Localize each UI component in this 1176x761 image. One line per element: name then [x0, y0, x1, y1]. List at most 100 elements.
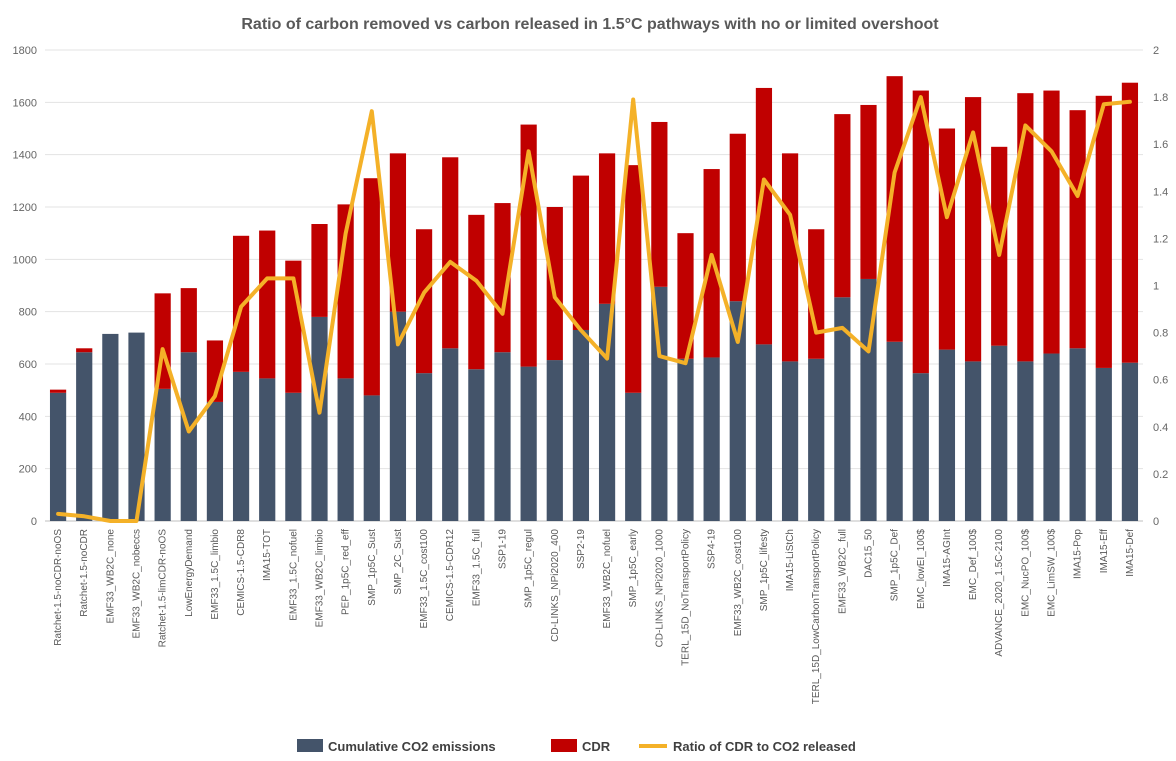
ratio-point: [736, 340, 740, 344]
x-tick-label: EMF33_WB2C_none: [105, 529, 116, 624]
bar-cdr: [259, 230, 276, 379]
ratio-point: [893, 170, 897, 174]
bar-co2-emissions: [442, 348, 459, 521]
bar-cdr: [912, 90, 929, 374]
bar-co2-emissions: [598, 303, 616, 521]
ratio-point: [657, 354, 661, 358]
ratio-line-path: [56, 95, 1132, 523]
bar-co2-emissions: [625, 392, 642, 521]
bar-cdr: [964, 97, 982, 362]
bar-cdr: [442, 157, 459, 349]
x-tick-label: IMA15-AGInt: [942, 529, 953, 587]
y-tick-label: 200: [19, 464, 37, 476]
bar-co2-emissions: [808, 358, 825, 521]
x-tick-label: CD-LINKS_NPi2020_400: [550, 529, 561, 642]
y-tick-label: 1800: [13, 45, 37, 57]
bar-co2-emissions: [76, 352, 93, 521]
bar-co2-emissions: [1069, 348, 1086, 521]
x-tick-label: IMA15-LiStCh: [785, 529, 796, 591]
legend-swatch-co2: [297, 739, 323, 752]
ratio-point: [291, 276, 295, 280]
x-tick-label: SSP4-19: [707, 529, 718, 569]
bar-cdr: [598, 153, 616, 304]
y2-tick-label: 1.2: [1153, 233, 1168, 245]
chart-title: Ratio of carbon removed vs carbon releas…: [241, 16, 939, 33]
bar-co2-emissions: [729, 301, 746, 521]
bar-cdr: [363, 178, 380, 396]
ratio-point: [762, 178, 766, 182]
x-tick-label: Ratchet-1.5-noCDR: [79, 529, 90, 617]
bar-cdr: [729, 133, 746, 302]
x-tick-label: IMA15-TOT: [262, 529, 273, 581]
ratio-point: [501, 312, 504, 316]
x-tick-label: Ratchet-1.5-limCDR-noOS: [158, 529, 169, 648]
y2-tick-label: 1.4: [1153, 186, 1168, 198]
x-tick-label: Ratchet-1.5-noCDR-noOS: [53, 529, 64, 646]
x-tick-label: EMC_Def_100$: [968, 529, 979, 601]
ratio-point: [448, 260, 452, 264]
bar-co2-emissions: [912, 373, 929, 521]
bar-cdr: [494, 203, 511, 353]
x-tick-label: LowEnergyDemand: [184, 529, 195, 617]
x-tick-label: EMF33_WB2C_full: [837, 529, 848, 614]
x-tick-label: CD-LINKS_NPi2020_1000: [654, 529, 665, 648]
x-tick-label: ADVANCE_2020_1.5C-2100: [994, 529, 1005, 657]
ratio-point: [344, 232, 348, 236]
bar-cdr: [860, 104, 877, 279]
x-tick-label: EMF33_1.5C_nofuel: [288, 529, 299, 621]
bar-co2-emissions: [285, 392, 302, 521]
x-tick-label: EMF33_WB2C_nobeccs: [132, 529, 143, 639]
x-tick-label: EMC_LimSW_100$: [1047, 529, 1058, 617]
bar-cdr: [468, 214, 485, 370]
bar-co2-emissions: [1043, 353, 1060, 521]
ratio-point: [684, 361, 687, 365]
legend-label-cdr: CDR: [582, 739, 611, 754]
bar-cdr: [1017, 93, 1034, 362]
y2-tick-label: 0: [1153, 516, 1159, 528]
ratio-point: [945, 215, 949, 219]
x-tick-label: CEMICS-1.5-CDR12: [445, 529, 456, 622]
bar-cdr: [49, 389, 67, 393]
ratio-point: [82, 514, 86, 518]
legend: Cumulative CO2 emissions CDR Ratio of CD…: [297, 739, 856, 754]
x-tick-label: EMC_lowEI_100$: [916, 529, 927, 609]
x-tick-label: TERL_15D_NoTransportPolicy: [681, 529, 692, 666]
ratio-point: [840, 326, 844, 330]
ratio-point: [919, 95, 923, 99]
legend-swatch-cdr: [551, 739, 577, 752]
bar-co2-emissions: [520, 366, 537, 521]
y-tick-label: 0: [31, 516, 37, 528]
ratio-point: [527, 149, 531, 153]
bar-cdr: [572, 175, 590, 330]
bar-cdr: [781, 153, 799, 362]
bar-co2-emissions: [1095, 367, 1112, 521]
bar-cdr: [76, 348, 93, 353]
ratio-point: [396, 342, 400, 346]
bar-co2-emissions: [49, 392, 67, 521]
x-tick-label: SSP2-19: [576, 529, 587, 569]
bar-cdr: [677, 233, 694, 359]
ratio-point: [56, 512, 60, 516]
x-tick-label: SMP_1p5C_lifesty: [759, 529, 770, 611]
x-tick-label: IMA15-Def: [1125, 529, 1136, 577]
ratio-point: [1128, 100, 1132, 104]
y2-tick-label: 0.8: [1153, 328, 1168, 340]
x-tick-label: EMF33_WB2C_nofuel: [602, 529, 613, 629]
legend-label-co2: Cumulative CO2 emissions: [328, 739, 496, 754]
ratio-point: [788, 213, 792, 217]
y-tick-label: 400: [19, 411, 37, 423]
ratio-point: [710, 253, 714, 257]
y-axis-left: 0 200 400 600 800 1000 1200 1400 1600 1800: [13, 45, 37, 528]
y2-tick-label: 1: [1153, 281, 1159, 293]
ratio-point: [318, 411, 321, 415]
bar-co2-emissions: [651, 286, 668, 521]
bar-co2-emissions: [468, 369, 485, 521]
ratio-point: [135, 519, 138, 523]
x-tick-label: SSP1-19: [498, 529, 509, 569]
bar-co2-emissions: [415, 373, 433, 521]
y2-tick-label: 1.8: [1153, 92, 1168, 104]
y-tick-label: 600: [19, 359, 37, 371]
bar-co2-emissions: [860, 278, 877, 521]
bar-cdr: [546, 207, 563, 361]
legend-label-ratio: Ratio of CDR to CO2 released: [673, 739, 856, 754]
